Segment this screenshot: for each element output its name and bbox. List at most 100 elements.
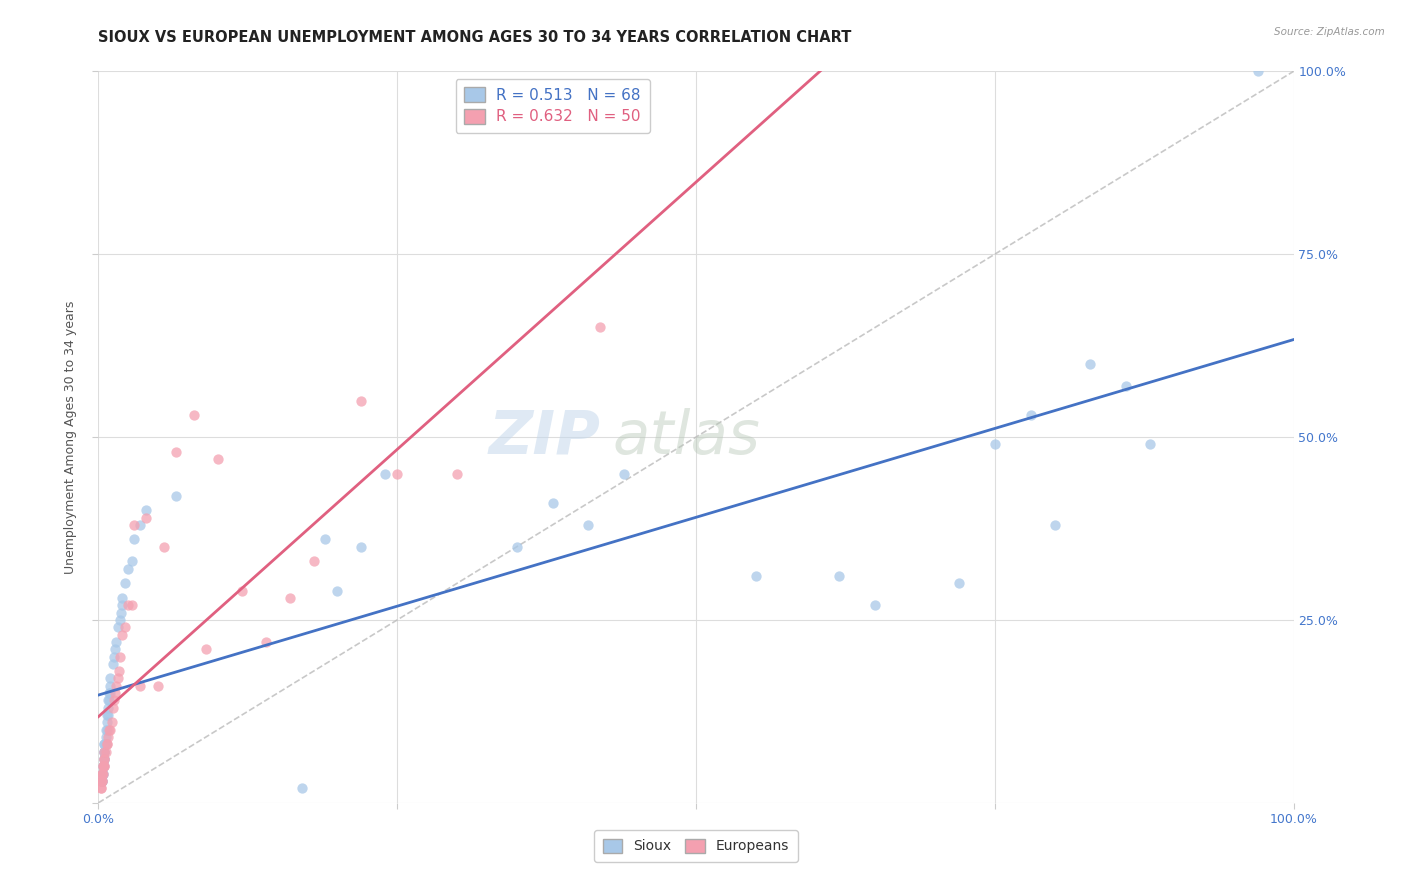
Point bbox=[97, 730, 120, 744]
Point bbox=[108, 649, 131, 664]
Point bbox=[111, 591, 134, 605]
Point bbox=[107, 664, 129, 678]
Point bbox=[97, 708, 120, 723]
Text: SIOUX VS EUROPEAN UNEMPLOYMENT AMONG AGES 30 TO 34 YEARS CORRELATION CHART: SIOUX VS EUROPEAN UNEMPLOYMENT AMONG AGE… bbox=[98, 29, 852, 45]
Point bbox=[93, 752, 115, 766]
Point bbox=[165, 489, 187, 503]
Point bbox=[93, 759, 115, 773]
Point bbox=[153, 540, 176, 554]
Point bbox=[98, 723, 122, 737]
Point bbox=[183, 408, 205, 422]
Point bbox=[96, 723, 118, 737]
Point bbox=[350, 393, 373, 408]
Point bbox=[254, 635, 277, 649]
Point bbox=[91, 773, 114, 788]
Point bbox=[948, 576, 970, 591]
Point bbox=[129, 517, 152, 532]
Point bbox=[107, 672, 129, 686]
Point bbox=[101, 657, 124, 671]
Point bbox=[91, 759, 114, 773]
Point bbox=[93, 759, 115, 773]
Point bbox=[589, 320, 612, 334]
Point bbox=[1139, 437, 1161, 451]
Point bbox=[135, 510, 157, 524]
Point bbox=[745, 569, 768, 583]
Point bbox=[374, 467, 396, 481]
Point bbox=[148, 679, 170, 693]
Point bbox=[91, 766, 114, 780]
Point bbox=[117, 562, 139, 576]
Point bbox=[93, 752, 115, 766]
Point bbox=[98, 672, 122, 686]
Point bbox=[291, 781, 314, 796]
Point bbox=[506, 540, 529, 554]
Point bbox=[93, 745, 115, 759]
Point bbox=[97, 700, 120, 714]
Point bbox=[121, 554, 143, 568]
Point bbox=[91, 766, 114, 780]
Point bbox=[1043, 517, 1066, 532]
Point bbox=[231, 583, 253, 598]
Point bbox=[91, 759, 114, 773]
Point bbox=[108, 613, 131, 627]
Point bbox=[1246, 64, 1268, 78]
Point bbox=[91, 759, 114, 773]
Point bbox=[124, 533, 146, 547]
Point bbox=[94, 745, 117, 759]
Point bbox=[385, 467, 409, 481]
Text: ZIP: ZIP bbox=[488, 408, 600, 467]
Point bbox=[90, 781, 112, 796]
Point bbox=[541, 496, 564, 510]
Point bbox=[111, 599, 134, 613]
Point bbox=[121, 599, 143, 613]
Point bbox=[91, 766, 114, 780]
Point bbox=[114, 576, 136, 591]
Point bbox=[98, 686, 121, 700]
Point bbox=[94, 737, 117, 751]
Point bbox=[94, 723, 117, 737]
Point bbox=[315, 533, 337, 547]
Point bbox=[91, 766, 114, 780]
Point bbox=[93, 752, 115, 766]
Point bbox=[103, 649, 125, 664]
Point bbox=[278, 591, 301, 605]
Point bbox=[117, 599, 139, 613]
Point bbox=[165, 444, 187, 458]
Point bbox=[91, 773, 114, 788]
Point bbox=[93, 752, 115, 766]
Point bbox=[98, 686, 122, 700]
Point bbox=[91, 773, 114, 788]
Point bbox=[98, 723, 121, 737]
Point bbox=[93, 759, 115, 773]
Point bbox=[98, 679, 122, 693]
Point bbox=[1115, 379, 1137, 393]
Point bbox=[93, 752, 115, 766]
Point bbox=[194, 642, 218, 657]
Point bbox=[613, 467, 636, 481]
Point bbox=[446, 467, 468, 481]
Point bbox=[96, 737, 118, 751]
Point bbox=[104, 686, 127, 700]
Point bbox=[124, 517, 146, 532]
Point bbox=[135, 503, 157, 517]
Point bbox=[350, 540, 373, 554]
Point bbox=[91, 759, 114, 773]
Point bbox=[103, 693, 125, 707]
Point bbox=[96, 737, 118, 751]
Point bbox=[93, 737, 115, 751]
Point bbox=[90, 773, 112, 788]
Point bbox=[107, 620, 129, 634]
Point bbox=[828, 569, 851, 583]
Point bbox=[96, 708, 118, 723]
Point bbox=[96, 715, 118, 730]
Point bbox=[104, 642, 127, 657]
Point bbox=[863, 599, 887, 613]
Point bbox=[1019, 408, 1042, 422]
Point bbox=[326, 583, 349, 598]
Point bbox=[94, 730, 117, 744]
Point bbox=[207, 452, 229, 467]
Y-axis label: Unemployment Among Ages 30 to 34 years: Unemployment Among Ages 30 to 34 years bbox=[63, 301, 77, 574]
Point bbox=[91, 773, 114, 788]
Point bbox=[576, 517, 599, 532]
Point bbox=[100, 715, 122, 730]
